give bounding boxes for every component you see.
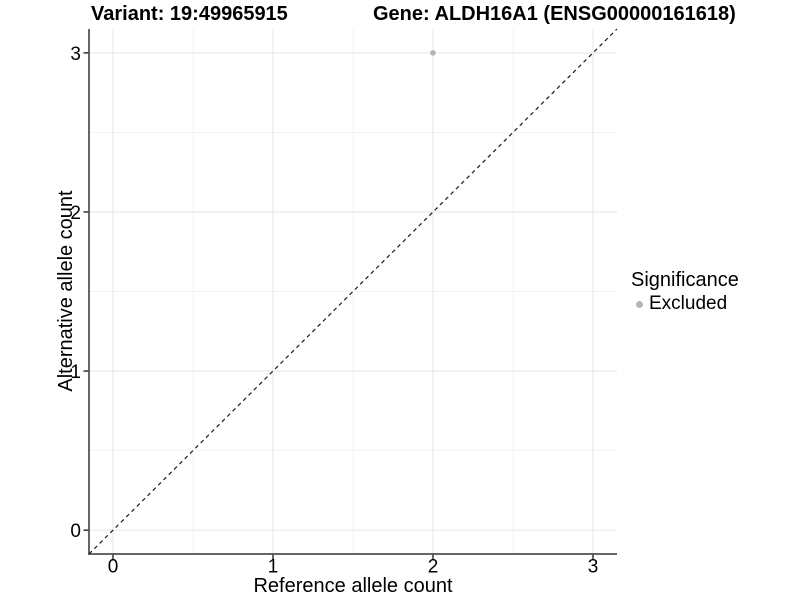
y-tick-label: 0	[70, 521, 81, 542]
legend-item-excluded[interactable]: Excluded	[631, 292, 739, 315]
y-tick-label: 3	[70, 44, 81, 65]
data-point[interactable]	[430, 50, 436, 56]
x-tick-label: 0	[108, 557, 119, 578]
y-axis-title: Alternative allele count	[55, 190, 77, 392]
y-tick-label: 1	[70, 362, 81, 383]
legend: Significance Excluded	[631, 269, 739, 315]
x-tick-label: 2	[428, 557, 439, 578]
legend-item-label: Excluded	[649, 293, 728, 314]
x-tick-label: 3	[588, 557, 599, 578]
y-tick-label: 2	[70, 203, 81, 224]
variant-title: Variant: 19:49965915	[91, 3, 288, 25]
x-axis-title: Reference allele count	[253, 575, 453, 597]
gene-title: Gene: ALDH16A1 (ENSG00000161618)	[373, 3, 736, 25]
legend-title: Significance	[631, 269, 739, 291]
excluded-point-icon	[636, 300, 643, 308]
x-tick-label: 1	[268, 557, 279, 578]
